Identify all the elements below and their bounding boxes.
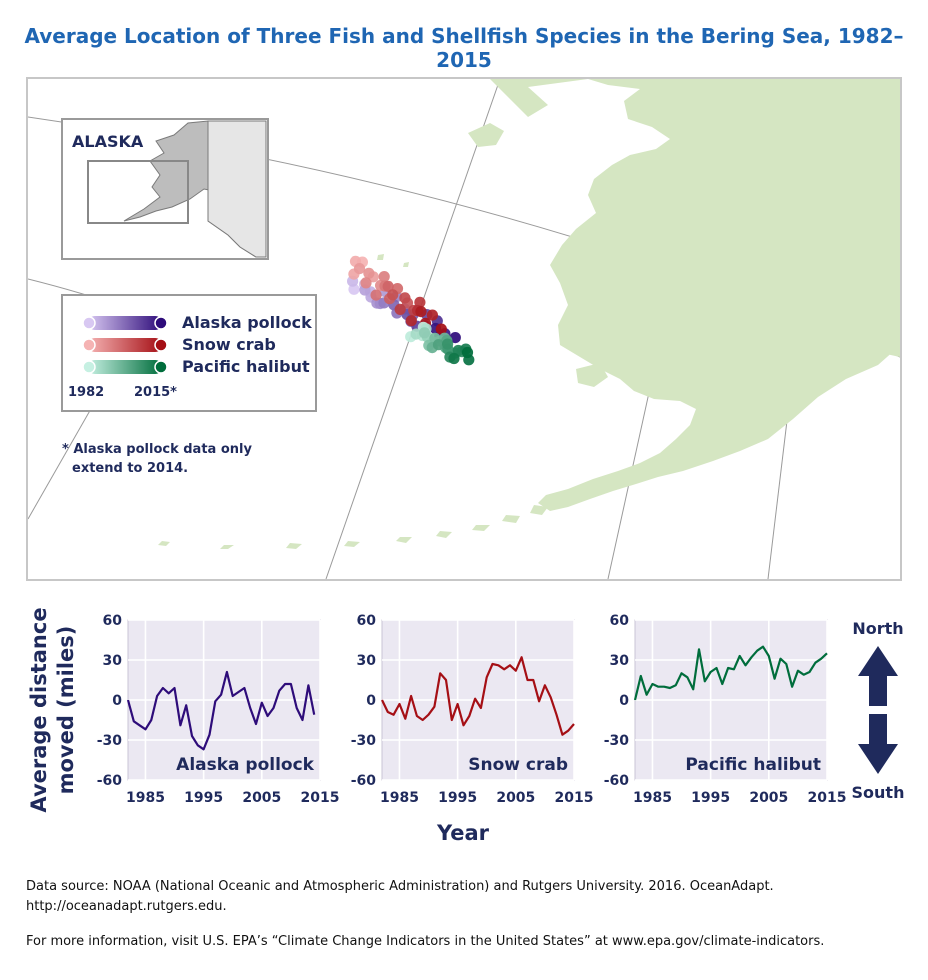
- x-tick-label: 1995: [438, 790, 477, 806]
- location-dot: [370, 289, 382, 301]
- series-line-snow-crab: [381, 656, 575, 736]
- y-tick-label: 30: [357, 653, 377, 669]
- more-info-line: For more information, visit U.S. EPA’s “…: [26, 934, 825, 949]
- y-tick-label: 30: [610, 653, 630, 669]
- x-tick-label: 1995: [691, 790, 730, 806]
- series-line-pacific-halibut: [633, 645, 828, 701]
- map-footnote: * Alaska pollock data only extend to 201…: [62, 440, 302, 478]
- legend-box: [61, 294, 317, 412]
- x-tick-label: 1985: [126, 790, 165, 806]
- panel-label-snow-crab: Snow crab: [468, 755, 568, 775]
- map-footnote-line2: extend to 2014.: [72, 461, 189, 476]
- location-dot: [382, 280, 394, 292]
- legend-frame: [61, 294, 317, 412]
- y-tick-label: -30: [97, 733, 123, 749]
- x-tick-label: 2015: [301, 790, 340, 806]
- legend-ramp-snow-crab: [82, 338, 168, 352]
- x-tick-label: 2015: [808, 790, 847, 806]
- location-dot: [399, 292, 411, 304]
- legend-end-year: 2015*: [134, 385, 177, 400]
- x-tick-label: 1985: [380, 790, 419, 806]
- x-tick-label: 2015: [555, 790, 594, 806]
- location-dot: [418, 327, 431, 339]
- south-arrow-icon: [858, 714, 898, 774]
- location-dot: [442, 338, 454, 350]
- y-tick-label: -30: [604, 733, 630, 749]
- panel-label-alaska-pollock: Alaska pollock: [176, 755, 315, 775]
- map-footnote-line1: * Alaska pollock data only: [62, 442, 252, 457]
- location-dot: [415, 306, 427, 318]
- location-dot: [387, 289, 399, 301]
- russia-land: [490, 79, 588, 117]
- series-line-alaska-pollock: [126, 670, 316, 751]
- location-dot: [394, 303, 406, 315]
- y-tick-label: -60: [604, 773, 630, 789]
- location-dot: [360, 277, 372, 289]
- distance-charts: Average distance moved (miles) Year 60 30…: [27, 607, 905, 845]
- location-dot: [449, 332, 461, 344]
- legend-ramp-pacific-halibut: [82, 360, 168, 374]
- location-dot: [378, 271, 390, 283]
- y-tick-label: -60: [351, 773, 377, 789]
- legend-ramp-alaska-pollock: [82, 316, 168, 330]
- data-source-url: http://oceanadapt.rutgers.edu.: [26, 899, 227, 914]
- location-dot: [461, 346, 474, 359]
- map-panel: ALASKA Alaska pollock Snow crab Pacific …: [26, 77, 902, 581]
- y-axis-title-line2: moved (miles): [54, 626, 78, 795]
- y-tick-label: 30: [103, 653, 123, 669]
- x-tick-label: 2005: [496, 790, 535, 806]
- x-tick-label: 1995: [184, 790, 223, 806]
- location-dot: [432, 339, 445, 351]
- alaska-mainland: [538, 79, 900, 511]
- footer: Data source: NOAA (National Oceanic and …: [26, 877, 906, 952]
- nunivak-island: [576, 363, 608, 387]
- location-dot: [405, 315, 417, 327]
- direction-indicator: North South: [852, 619, 905, 802]
- south-label: South: [852, 783, 905, 802]
- legend-start-year: 1982: [68, 385, 105, 400]
- panel-label-pacific-halibut: Pacific halibut: [685, 755, 821, 775]
- north-arrow-icon: [858, 646, 898, 706]
- chart-title: Average Location of Three Fish and Shell…: [24, 24, 904, 72]
- north-label: North: [852, 619, 903, 638]
- inset-study-area: [87, 160, 189, 224]
- location-dot: [410, 328, 422, 340]
- legend-label-pacific-halibut: Pacific halibut: [182, 357, 310, 376]
- legend-label-snow-crab: Snow crab: [182, 335, 276, 354]
- y-tick-label: -60: [97, 773, 123, 789]
- location-dot: [363, 267, 375, 279]
- y-tick-label: 60: [610, 613, 630, 629]
- data-source-line: Data source: NOAA (National Oceanic and …: [26, 879, 774, 894]
- legend-label-alaska-pollock: Alaska pollock: [182, 313, 312, 332]
- y-axis-title: Average distance moved (miles): [27, 607, 78, 812]
- x-tick-label: 1985: [633, 790, 672, 806]
- bering-sea-map: [28, 79, 900, 579]
- inset-canada-shape: [207, 120, 267, 258]
- x-tick-label: 2005: [749, 790, 788, 806]
- location-dot: [353, 263, 366, 275]
- alaska-inset: [61, 118, 269, 260]
- inset-alaska-label: ALASKA: [72, 132, 144, 151]
- y-tick-label: 0: [112, 693, 122, 709]
- location-dot: [426, 309, 438, 321]
- x-axis-title: Year: [436, 821, 490, 845]
- st-lawrence-island: [468, 123, 504, 147]
- y-tick-label: 0: [366, 693, 376, 709]
- species-location-dots: [347, 255, 475, 366]
- y-tick-label: 0: [619, 693, 629, 709]
- y-tick-label: 60: [103, 613, 123, 629]
- land-masses: [158, 79, 900, 549]
- y-tick-label: 60: [357, 613, 377, 629]
- pribilof-islands: [377, 254, 409, 267]
- y-axis-title-line1: Average distance: [27, 607, 51, 812]
- y-tick-label: -30: [351, 733, 377, 749]
- location-dot: [448, 352, 460, 365]
- x-tick-label: 2005: [242, 790, 281, 806]
- location-dot: [435, 323, 447, 335]
- aleutian-islands: [158, 505, 548, 549]
